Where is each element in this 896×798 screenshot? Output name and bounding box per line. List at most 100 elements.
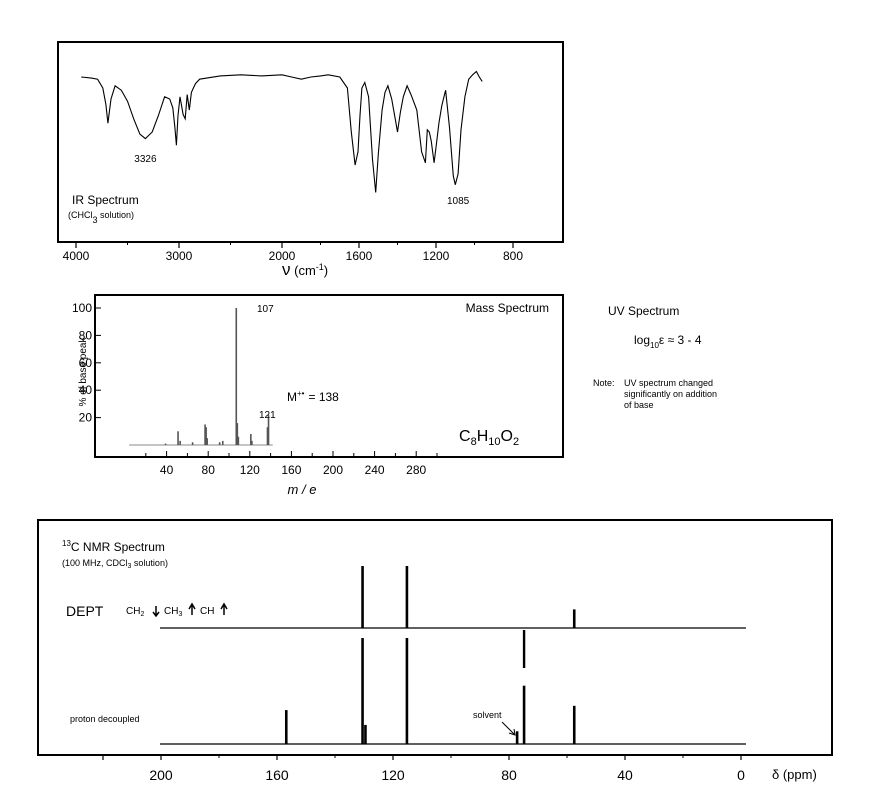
ir-solvent: (CHCl3 solution)	[68, 210, 134, 225]
ir-xlabel-nu: ν	[282, 260, 291, 279]
ms-xtick-label: 120	[240, 463, 260, 477]
dept-key-ch3-sub: 3	[178, 611, 182, 618]
nmr-solvent-label: solvent	[473, 710, 502, 720]
ms-bars	[164, 308, 270, 445]
arrow-down-icon	[152, 606, 160, 618]
uv-title: UV Spectrum	[608, 304, 679, 318]
nmr-title-sup: 13	[62, 539, 71, 548]
nmr-subtitle-suffix: solution)	[131, 558, 168, 568]
ms-label-121: 121	[259, 410, 276, 421]
ms-xtick-label: 280	[406, 463, 426, 477]
ir-ticks	[75, 242, 514, 248]
dept-key-ch2: CH2	[126, 606, 144, 618]
ms-mol-ion-sup: +•	[297, 389, 305, 398]
ir-title: IR Spectrum	[72, 193, 139, 207]
ms-xlabel: m / e	[288, 482, 317, 497]
formula-h: H	[477, 428, 489, 445]
uv-note-line: of base	[624, 400, 654, 410]
ir-spectrum-panel: 3326 1085 IR Spectrum (CHCl3 solution) 4…	[57, 41, 564, 279]
nmr-xtick-label: 0	[737, 767, 745, 783]
uv-log-sub: 10	[650, 341, 659, 350]
uv-note-label: Note:	[593, 378, 615, 388]
ms-ytick-label: 60	[79, 356, 93, 370]
ir-tick-label: 4000	[63, 249, 90, 263]
nmr-subtitle-prefix: (100 MHz, CDCl	[62, 558, 128, 568]
nmr-proton-label: proton decoupled	[70, 714, 140, 724]
nmr-dept-label: DEPT	[66, 603, 104, 619]
ir-xlabel-unit-open: (cm	[291, 263, 316, 278]
formula-n1: 8	[471, 436, 477, 448]
ms-label-107: 107	[257, 304, 274, 315]
ir-xlabel-unit-close: )	[324, 263, 328, 278]
ir-peak-label-3326: 3326	[134, 154, 157, 165]
dept-key-ch3-text: CH	[164, 606, 178, 617]
formula-o: O	[501, 428, 513, 445]
dept-key: CH2 CH3 CH	[126, 602, 228, 618]
mass-spectrum-panel: Mass Spectrum % of base peak 100 80 60 4…	[72, 294, 564, 497]
ms-ytick-label: 80	[79, 328, 93, 342]
ir-tick-label: 1200	[423, 249, 450, 263]
ms-molecular-ion: M+• = 138	[287, 389, 339, 404]
arrow-up-icon	[220, 602, 228, 615]
dept-key-ch2-text: CH	[126, 606, 140, 617]
ms-xtick-label: 200	[323, 463, 343, 477]
nmr-xtick-label: 40	[617, 767, 633, 783]
nmr-frame	[37, 519, 833, 756]
dept-key-ch: CH	[200, 606, 214, 617]
ir-tick-label: 800	[503, 249, 523, 263]
formula-n3: 2	[513, 436, 519, 448]
uv-log-prefix: log	[634, 333, 650, 347]
nmr-subtitle: (100 MHz, CDCl3 solution)	[62, 558, 168, 570]
ir-tick-labels: 4000 3000 2000 1600 1200 800	[63, 249, 524, 263]
nmr-xtick-label: 160	[265, 767, 289, 783]
ir-solvent-sub: 3	[93, 215, 98, 225]
ms-mol-ion-prefix: M	[287, 390, 297, 404]
ir-solvent-prefix: (CHCl	[68, 210, 93, 220]
ms-title: Mass Spectrum	[466, 301, 549, 315]
ms-ytick-labels: 100 80 60 40 20	[72, 301, 92, 425]
ms-xtick-label: 40	[160, 463, 174, 477]
nmr-xtick-labels: 200 160 120 80 40 0	[149, 767, 745, 783]
nmr-xtick-label: 200	[149, 767, 173, 783]
arrow-up-icon	[188, 602, 196, 615]
nmr-title-text: C NMR Spectrum	[71, 540, 165, 554]
ir-tick-label: 1600	[346, 249, 373, 263]
ir-solvent-suffix: solution)	[98, 210, 135, 220]
nmr-peaks	[284, 566, 576, 744]
nmr-xtick-label: 80	[501, 767, 517, 783]
uv-spectrum-panel: UV Spectrum log10ε ≈ 3 - 4 Note: UV spec…	[593, 304, 717, 410]
ms-ytick-label: 40	[79, 383, 93, 397]
formula-n2: 10	[488, 436, 500, 448]
nmr-title: 13C NMR Spectrum	[62, 539, 165, 554]
ms-frame	[94, 294, 564, 458]
ir-frame	[57, 41, 564, 243]
formula-c: C	[459, 428, 471, 445]
nmr-subtitle-sub: 3	[128, 563, 132, 570]
nmr-xlabel: δ (ppm)	[772, 767, 817, 782]
uv-note-line: UV spectrum changed	[624, 378, 713, 388]
ms-xtick-label: 240	[365, 463, 385, 477]
uv-log-eq: ε ≈ 3 - 4	[659, 333, 702, 347]
ms-ytick-label: 20	[79, 411, 93, 425]
ms-ytick-label: 100	[72, 301, 92, 315]
ir-peak-label-1085: 1085	[447, 196, 470, 207]
ms-xtick-label: 160	[281, 463, 301, 477]
ir-xlabel: ν (cm-1)	[282, 260, 328, 279]
ms-xtick-label: 80	[202, 463, 216, 477]
ms-xtick-labels: 40 80 120 160 200 240 280	[160, 463, 427, 477]
ir-trace	[81, 70, 483, 193]
ms-axis	[95, 307, 438, 457]
ir-tick-label: 3000	[166, 249, 193, 263]
nmr-xtick-label: 120	[381, 767, 405, 783]
ir-xlabel-unit-sup: -1	[316, 262, 324, 272]
ms-formula: C8H10O2	[459, 428, 519, 448]
ms-ylabel: % of base peak	[78, 337, 89, 407]
uv-log-epsilon: log10ε ≈ 3 - 4	[634, 333, 702, 350]
dept-key-ch3: CH3	[164, 606, 182, 618]
dept-key-ch2-sub: 2	[140, 611, 144, 618]
nmr-baselines	[102, 627, 746, 760]
nmr-spectrum-panel: 13C NMR Spectrum (100 MHz, CDCl3 solutio…	[37, 519, 833, 783]
ir-tick-label: 2000	[269, 249, 296, 263]
ms-mol-ion-value: = 138	[308, 390, 339, 404]
